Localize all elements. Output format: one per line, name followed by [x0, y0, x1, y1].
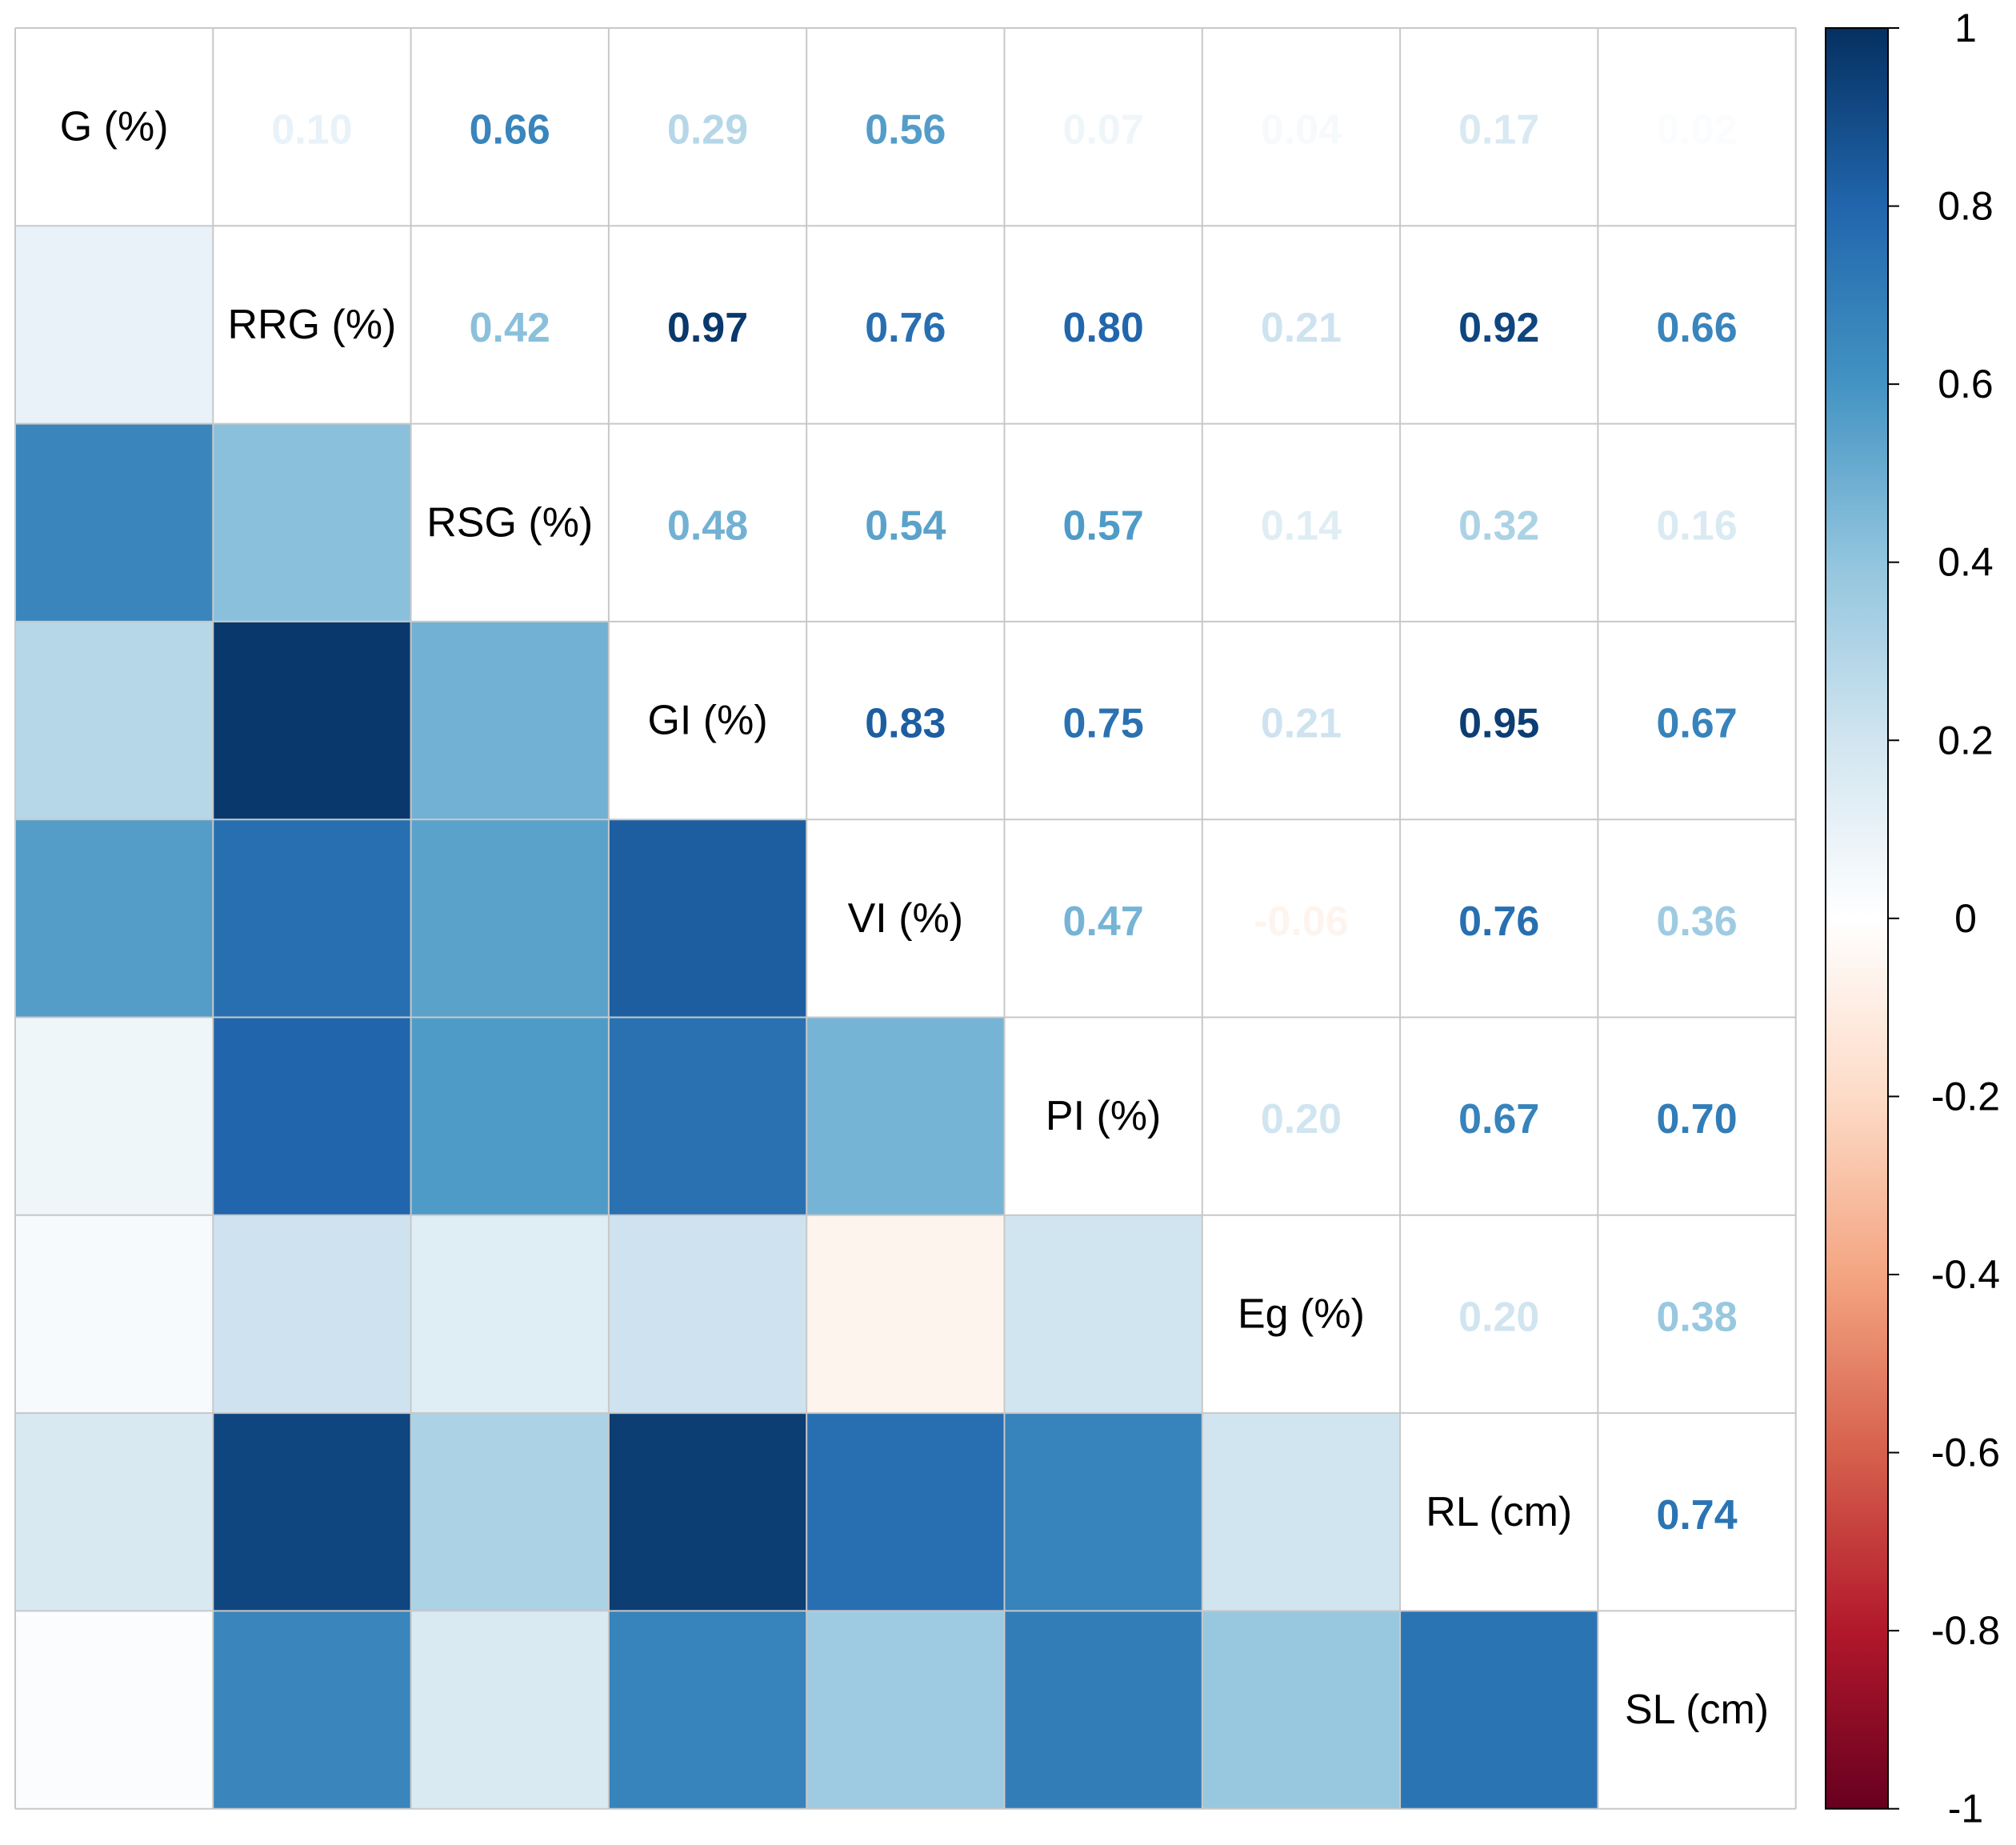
heatmap-cell — [806, 1611, 1006, 1810]
heatmap-cell — [608, 819, 807, 1019]
coefficient-label: 0.70 — [1656, 1096, 1737, 1143]
coefficient-label: 0.48 — [667, 502, 748, 549]
heatmap-cell — [410, 1413, 610, 1611]
variable-label: VI (%) — [848, 895, 963, 942]
variable-label: RSG (%) — [426, 499, 593, 546]
heatmap-cell — [806, 1215, 1006, 1414]
heatmap-cell — [15, 621, 214, 820]
coefficient-label: 0.83 — [865, 701, 946, 747]
colorbar-ticks: 1 0.8 0.6 0.4 0.2 0 -0.2 -0.4 -0.6 -0.8 -1 — [1888, 6, 2000, 1831]
matrix-labels: G (%) RRG (%) RSG (%) GI (%) VI (%) PI (%) Eg … — [60, 104, 1769, 1733]
grid-lines — [14, 27, 1797, 1810]
heatmap-cell — [15, 1017, 214, 1216]
heatmap-cell — [1004, 1215, 1203, 1414]
heatmap-cell — [213, 1017, 412, 1216]
coefficient-label: 0.42 — [470, 305, 550, 351]
colorbar-tick-label: 0.4 — [1938, 540, 1994, 585]
coefficient-label: 0.76 — [865, 305, 946, 351]
heatmap-cell — [213, 1611, 412, 1810]
variable-label: PI (%) — [1046, 1093, 1161, 1139]
heatmap-cell — [15, 423, 214, 622]
coefficient-label: 0.67 — [1656, 701, 1737, 747]
coefficient-label: 0.54 — [865, 502, 946, 549]
coefficient-label: 0.66 — [1656, 305, 1737, 351]
heatmap-cell — [15, 1215, 214, 1414]
coefficient-label: 0.14 — [1261, 502, 1342, 549]
colorbar-tick-label: -0.8 — [1931, 1608, 2000, 1653]
variable-label: Eg (%) — [1238, 1291, 1365, 1337]
variable-label: RL (cm) — [1426, 1489, 1572, 1535]
coefficient-label: 0.10 — [271, 107, 352, 154]
heatmap-cell — [15, 1611, 214, 1810]
heatmap-cell — [806, 1413, 1006, 1611]
heatmap-cell — [608, 1413, 807, 1611]
coefficient-label: 0.56 — [865, 107, 946, 154]
heatmap-cell — [608, 1017, 807, 1216]
heatmap-cell — [213, 819, 412, 1019]
coefficient-label: 0.57 — [1063, 502, 1144, 549]
heatmap-cell — [806, 1017, 1006, 1216]
coefficient-label: 0.36 — [1656, 898, 1737, 945]
coefficient-label: -0.06 — [1254, 898, 1349, 945]
heatmap-cell — [15, 819, 214, 1019]
colorbar-tick-label: 0 — [1954, 896, 1977, 941]
coefficient-label: 0.76 — [1458, 898, 1539, 945]
heatmap-cell — [213, 423, 412, 622]
coefficient-label: 0.95 — [1458, 701, 1539, 747]
heatmap-cell — [410, 1215, 610, 1414]
heatmap-cell — [15, 1413, 214, 1611]
variable-label: G (%) — [60, 104, 169, 150]
coefficient-label: 0.21 — [1261, 305, 1342, 351]
coefficient-label: 0.16 — [1656, 502, 1737, 549]
heatmap-cell — [608, 1215, 807, 1414]
colorbar-tick-label: -0.2 — [1931, 1074, 2000, 1119]
variable-label: GI (%) — [647, 698, 767, 744]
coefficient-label: 0.74 — [1656, 1492, 1737, 1539]
heatmap-cell — [1202, 1413, 1401, 1611]
heatmap-cell — [1400, 1611, 1598, 1810]
heatmap-cell — [410, 1017, 610, 1216]
colorbar-tick-label: 0.2 — [1938, 718, 1994, 762]
heatmap-cell — [410, 819, 610, 1019]
heatmap-cell — [213, 1215, 412, 1414]
heatmap-cell — [213, 621, 412, 820]
coefficient-label: 0.20 — [1458, 1294, 1539, 1340]
heatmap-cell — [608, 1611, 807, 1810]
heatmap-cell — [1004, 1413, 1203, 1611]
heatmap-cell — [15, 226, 214, 425]
coefficient-label: 0.67 — [1458, 1096, 1539, 1143]
variable-label: SL (cm) — [1625, 1687, 1769, 1733]
coefficient-label: 0.17 — [1458, 107, 1539, 154]
colorbar: 1 0.8 0.6 0.4 0.2 0 -0.2 -0.4 -0.6 -0.8 -1 — [1825, 6, 2000, 1831]
coefficient-label: 0.92 — [1458, 305, 1539, 351]
coefficient-label: 0.80 — [1063, 305, 1144, 351]
colorbar-tick-label: 0.6 — [1938, 362, 1994, 406]
heatmap-cell — [1004, 1611, 1203, 1810]
variable-label: RRG (%) — [228, 302, 397, 348]
coefficient-label: 0.02 — [1656, 107, 1737, 154]
matrix-cells — [15, 226, 1598, 1810]
coefficient-label: 0.75 — [1063, 701, 1144, 747]
heatmap-cell — [1202, 1611, 1401, 1810]
coefficient-label: 0.29 — [667, 107, 748, 154]
coefficient-label: 0.04 — [1261, 107, 1342, 154]
coefficient-label: 0.47 — [1063, 898, 1144, 945]
coefficient-label: 0.21 — [1261, 701, 1342, 747]
coefficient-label: 0.38 — [1656, 1294, 1737, 1340]
heatmap-cell — [213, 1413, 412, 1611]
coefficient-label: 0.66 — [470, 107, 550, 154]
coefficient-label: 0.20 — [1261, 1096, 1342, 1143]
heatmap-cell — [410, 1611, 610, 1810]
heatmap-cell — [410, 621, 610, 820]
colorbar-tick-label: -1 — [1948, 1787, 1983, 1831]
colorbar-tick-label: -0.6 — [1931, 1431, 2000, 1475]
coefficient-label: 0.32 — [1458, 502, 1539, 549]
colorbar-gradient — [1825, 27, 1889, 1810]
colorbar-tick-label: -0.4 — [1931, 1252, 2000, 1297]
colorbar-tick-label: 0.8 — [1938, 184, 1994, 229]
coefficient-label: 0.97 — [667, 305, 748, 351]
colorbar-tick-label: 1 — [1954, 6, 1977, 50]
coefficient-label: 0.07 — [1063, 107, 1144, 154]
